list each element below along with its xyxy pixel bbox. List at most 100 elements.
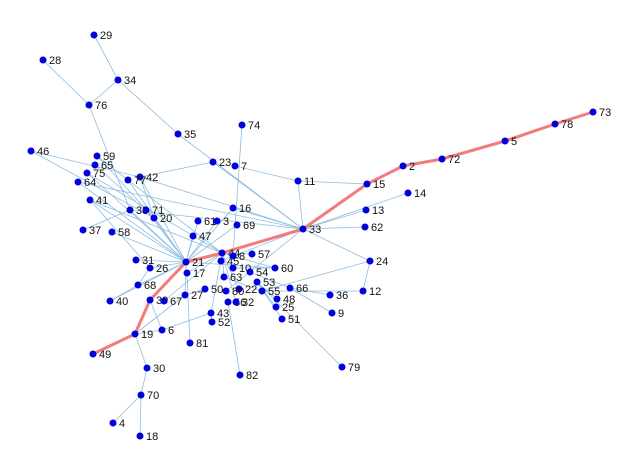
node (286, 284, 294, 292)
edge (362, 260, 371, 292)
edge (302, 192, 409, 230)
node-label: 68 (144, 280, 156, 292)
edge (93, 34, 119, 81)
node (89, 350, 97, 358)
node (174, 130, 182, 138)
node-label: 5 (511, 136, 517, 148)
node (224, 298, 232, 306)
node (90, 31, 98, 39)
node (201, 285, 209, 293)
node (158, 326, 166, 334)
path-edge (402, 157, 443, 168)
path-edge (221, 227, 304, 255)
node-label: 73 (599, 107, 611, 119)
node (83, 169, 91, 177)
node (359, 287, 367, 295)
edge (96, 155, 223, 254)
node-label: 57 (258, 249, 270, 261)
edge (109, 284, 139, 302)
path-edge (92, 332, 136, 356)
node-label: 12 (369, 286, 381, 298)
node (124, 176, 132, 184)
edge (163, 252, 223, 302)
node (278, 315, 286, 323)
node-label: 28 (49, 55, 61, 67)
node-label: 4 (119, 418, 125, 430)
node-label: 16 (239, 203, 251, 215)
node (229, 264, 237, 272)
node (131, 330, 139, 338)
node-label: 79 (348, 362, 360, 374)
edge (149, 261, 187, 269)
path-edge (185, 251, 223, 264)
node-label: 14 (414, 188, 426, 200)
node (328, 309, 336, 317)
edge (149, 299, 163, 331)
node-label: 50 (211, 284, 223, 296)
edge (42, 59, 90, 106)
edge (161, 312, 212, 331)
node-label: 74 (248, 120, 260, 132)
node-label: 75 (93, 168, 105, 180)
node-label: 52 (218, 317, 230, 329)
edge (232, 124, 243, 257)
node-label: 70 (147, 390, 159, 402)
node-label: 55 (268, 286, 280, 298)
edge (261, 260, 371, 292)
edge (289, 287, 333, 314)
node (229, 252, 237, 260)
node (143, 364, 151, 372)
path-edge (302, 182, 368, 231)
node (86, 196, 94, 204)
node (79, 226, 87, 234)
edge (297, 180, 368, 185)
node-label: 67 (170, 296, 182, 308)
edge (139, 176, 187, 263)
edge (221, 252, 253, 255)
node (91, 161, 99, 169)
node (85, 101, 93, 109)
node-label: 41 (96, 195, 108, 207)
node (189, 232, 197, 240)
node-label: 54 (256, 267, 268, 279)
node-label: 45 (227, 256, 239, 268)
node (299, 225, 307, 233)
node (136, 432, 144, 440)
node (183, 269, 191, 277)
node-label: 62 (371, 222, 383, 234)
node (213, 217, 221, 225)
node-label: 13 (372, 205, 384, 217)
node-label: 65 (101, 160, 113, 172)
node-label: 24 (376, 256, 388, 268)
node-label: 19 (141, 329, 153, 341)
node-label: 81 (196, 338, 208, 350)
edge (89, 199, 151, 269)
node (246, 268, 254, 276)
edge (89, 199, 187, 263)
node (160, 297, 168, 305)
path-edge (554, 110, 594, 126)
edge (225, 228, 304, 292)
node (142, 206, 150, 214)
highlighted-path (92, 110, 594, 356)
edge (112, 394, 142, 424)
edge (140, 367, 148, 396)
node (362, 206, 370, 214)
edge (185, 220, 218, 263)
node (404, 189, 412, 197)
node (589, 108, 597, 116)
edge (185, 235, 194, 263)
node-label: 71 (152, 205, 164, 217)
node (231, 162, 239, 170)
edge (221, 252, 225, 278)
node-label: 66 (296, 283, 308, 295)
node-label: 18 (146, 431, 158, 443)
node-label: 7 (241, 161, 247, 173)
node-label: 3 (223, 216, 229, 228)
node-label: 42 (146, 172, 158, 184)
node (232, 298, 240, 306)
node-label: 6 (168, 325, 174, 337)
node (218, 249, 226, 257)
node-label: 11 (304, 176, 315, 188)
